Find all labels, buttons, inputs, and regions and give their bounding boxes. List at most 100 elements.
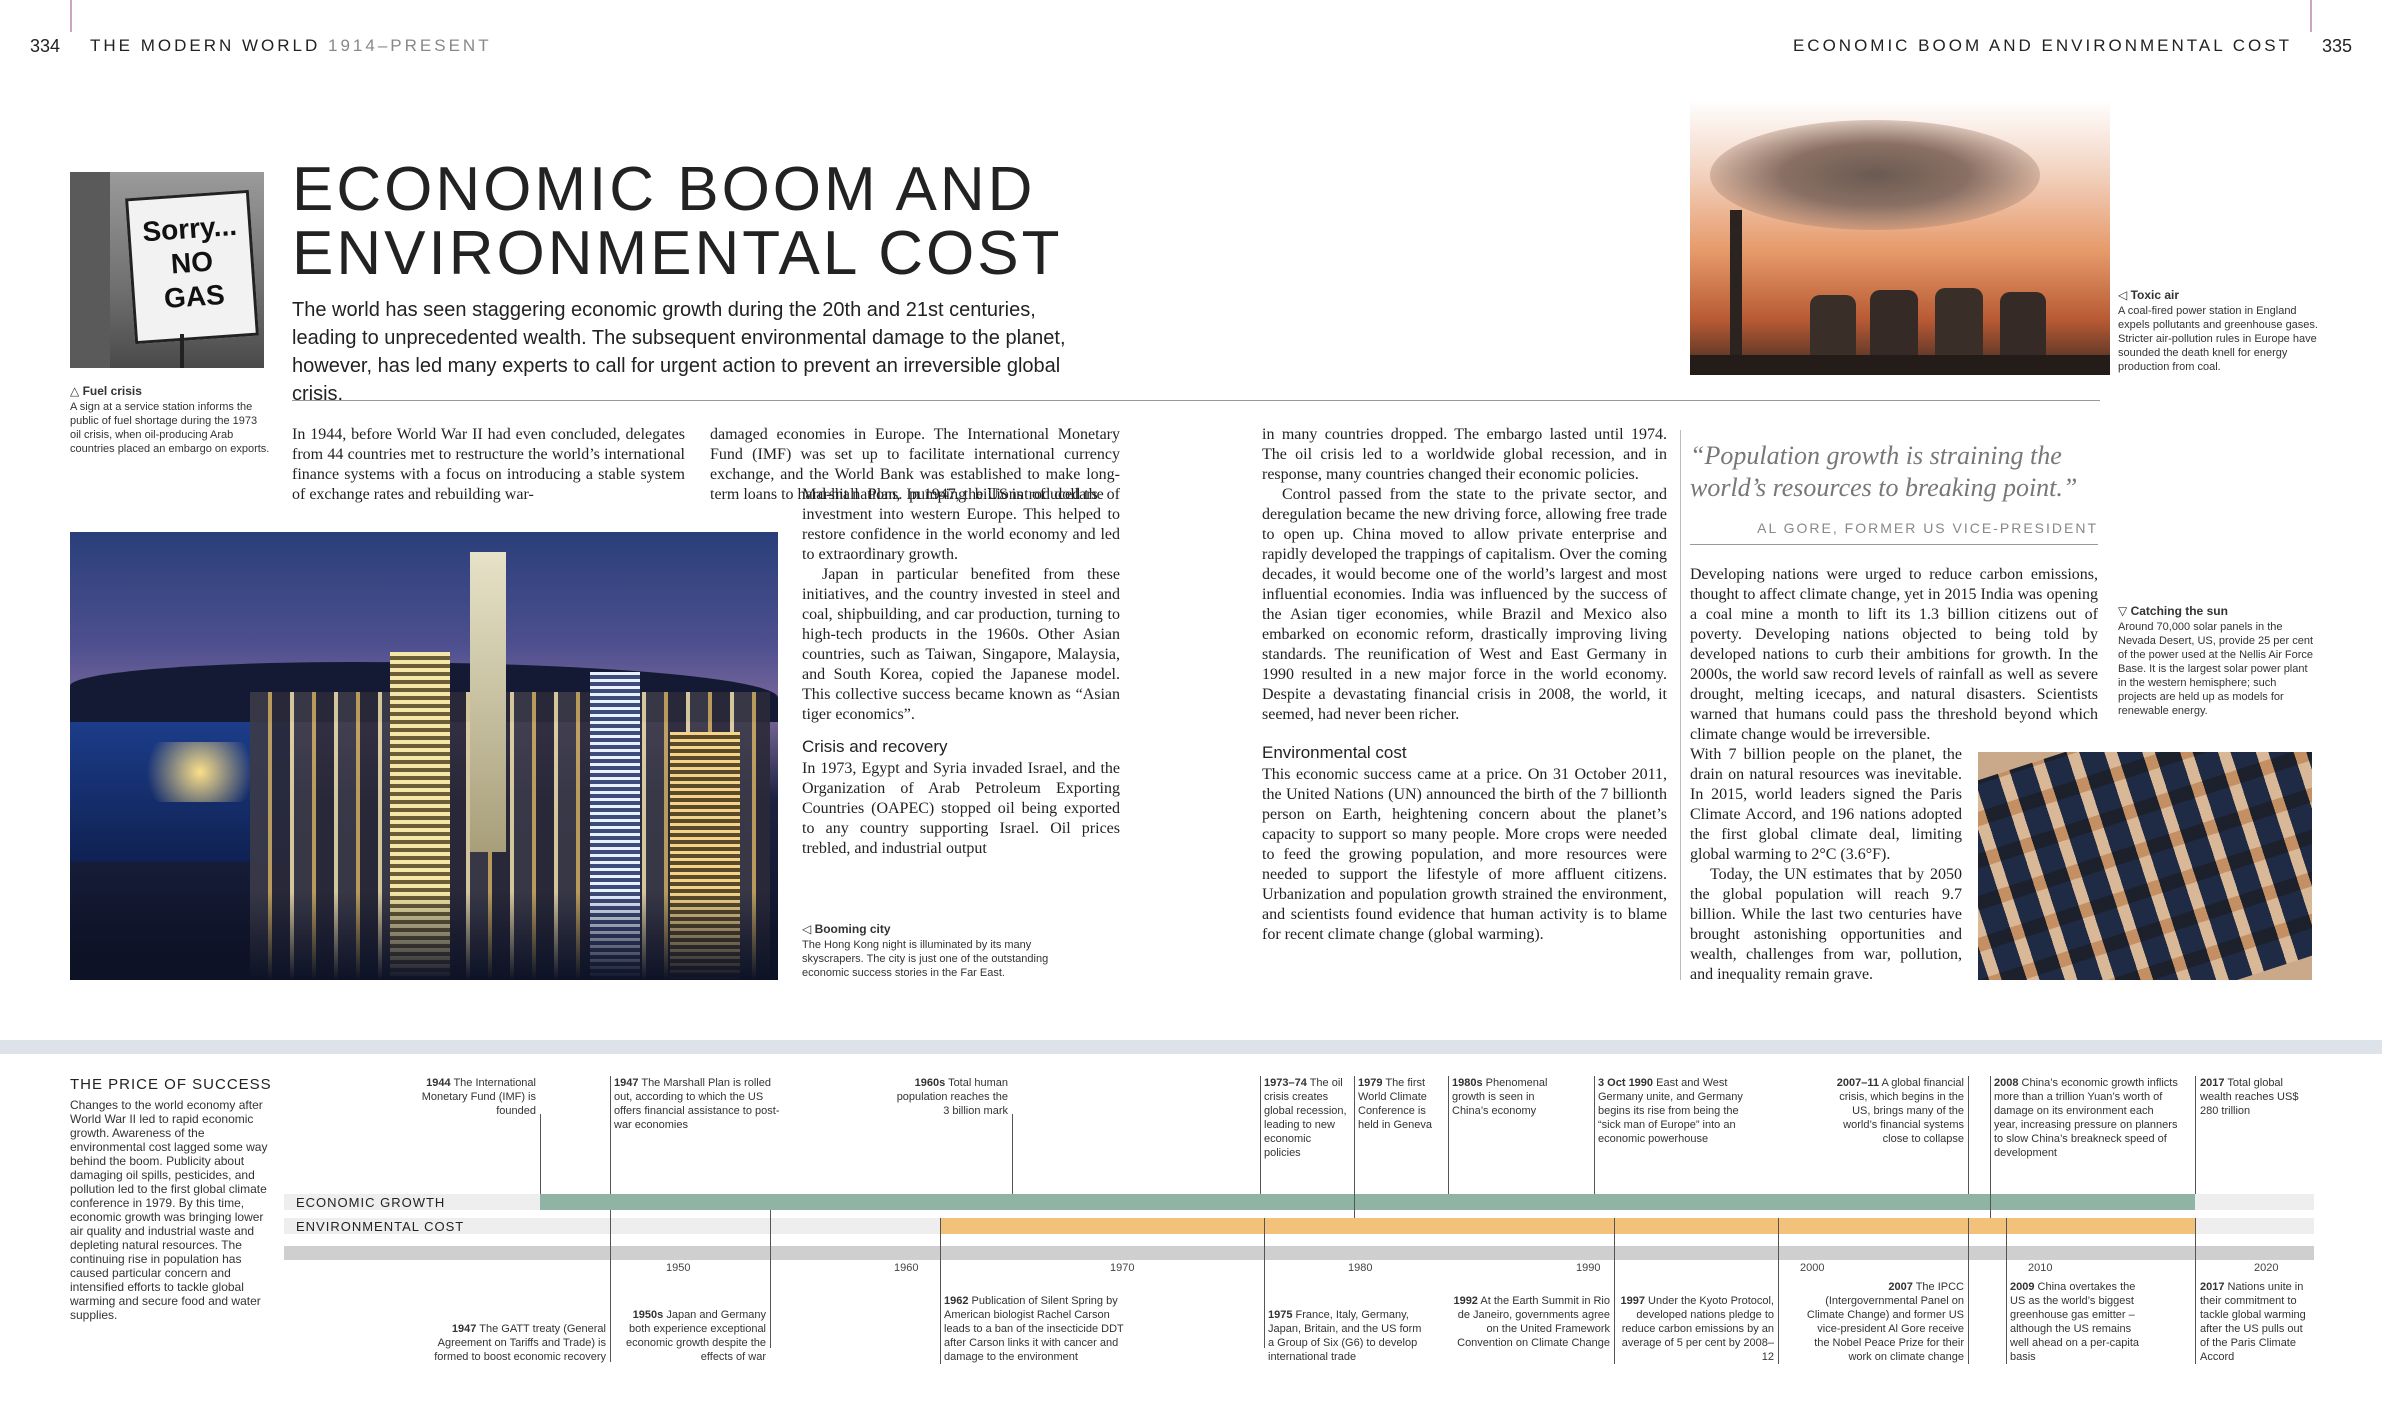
toxic-caption-text: A coal-fired power station in England ex… — [2118, 305, 2318, 373]
timeline-event-2017-top: 2017 Total global wealth reaches US$ 280… — [2200, 1076, 2300, 1118]
event-year: 2007–11 — [1836, 1077, 1879, 1089]
body-column-4-text-a: Developing nations were urged to reduce … — [1690, 566, 2098, 743]
economic-growth-label: ECONOMIC GROWTH — [296, 1195, 446, 1210]
event-text: Phenomenal growth is seen in China’s eco… — [1452, 1077, 1548, 1117]
fuel-crisis-photo: Sorry... NO GAS — [70, 172, 264, 368]
connector-1992 — [1614, 1218, 1615, 1364]
tick-1970: 1970 — [1110, 1262, 1135, 1274]
fuel-caption-text: A sign at a service station informs the … — [70, 401, 270, 455]
connector-1947-gatt — [610, 1210, 611, 1362]
connector-1960s — [1012, 1114, 1013, 1194]
body-column-1-text: In 1944, before World War II had even co… — [292, 426, 685, 503]
event-text: France, Italy, Germany, Japan, Britain, … — [1268, 1309, 1422, 1363]
hong-kong-photo — [70, 532, 778, 980]
timeline-event-1975: 1975 France, Italy, Germany, Japan, Brit… — [1268, 1308, 1428, 1364]
timeline-event-2008: 2008 China’s economic growth inflicts mo… — [1994, 1076, 2180, 1160]
connector-1944 — [540, 1114, 541, 1194]
event-year: 2008 — [1994, 1077, 2019, 1089]
body-column-3: in many countries dropped. The embargo l… — [1262, 425, 1667, 945]
event-text: The first World Climate Conference is he… — [1358, 1077, 1432, 1131]
connector-1975 — [1264, 1218, 1265, 1348]
page-title: ECONOMIC BOOM AND ENVIRONMENTAL COST — [292, 158, 1063, 286]
timeline-axis — [284, 1246, 2314, 1260]
timeline-event-1992: 1992 At the Earth Summit in Rio de Janei… — [1452, 1294, 1610, 1350]
body-column-2-text-b: Marshall Plan, pumping billions of dolla… — [802, 486, 1120, 563]
body-column-2-text-a: damaged economies in Europe. The Interna… — [710, 426, 1120, 503]
event-year: 1997 — [1620, 1295, 1645, 1307]
economic-growth-bar — [540, 1194, 2195, 1210]
timeline-event-1950s: 1950s Japan and Germany both experience … — [620, 1308, 766, 1364]
header-divider-right — [2310, 0, 2312, 32]
timeline-right-track — [2195, 1194, 2314, 1210]
tick-1960: 1960 — [894, 1262, 919, 1274]
booming-caption-text: The Hong Kong night is illuminated by it… — [802, 939, 1049, 979]
event-year: 1944 — [426, 1077, 451, 1089]
timeline-event-1979: 1979 The first World Climate Conference … — [1358, 1076, 1432, 1132]
event-text: China’s economic growth inflicts more th… — [1994, 1077, 2178, 1159]
environmental-cost-label: ENVIRONMENTAL COST — [296, 1219, 465, 1234]
timeline-event-1944: 1944 The International Monetary Fund (IM… — [400, 1076, 536, 1118]
event-text: Total global wealth reaches US$ 280 tril… — [2200, 1077, 2299, 1117]
body-column-3-text-b: Control passed from the state to the pri… — [1262, 486, 1667, 723]
connector-1950s — [770, 1210, 771, 1348]
event-year: 1947 — [614, 1077, 639, 1089]
connector-1962 — [940, 1218, 941, 1364]
timeline-event-1997: 1997 Under the Kyoto Protocol, developed… — [1612, 1294, 1774, 1364]
connector-2017-bottom — [2195, 1218, 2196, 1364]
event-text: Under the Kyoto Protocol, developed nati… — [1621, 1295, 1774, 1363]
event-text: The IPCC (Intergovernmental Panel on Cli… — [1806, 1281, 1964, 1363]
timeline-event-2009: 2009 China overtakes the US as the world… — [2010, 1280, 2140, 1364]
body-column-4-text-b: With 7 billion people on the planet, the… — [1690, 746, 1962, 863]
connector-2007 — [1968, 1076, 1969, 1194]
event-year: 2007 — [1888, 1281, 1913, 1293]
timeline-event-2017-bottom: 2017 Nations unite in their commitment t… — [2200, 1280, 2312, 1364]
timeline-event-1947-gatt: 1947 The GATT treaty (General Agreement … — [420, 1322, 606, 1364]
tick-1950: 1950 — [666, 1262, 691, 1274]
connector-2008 — [1990, 1076, 1991, 1218]
triangle-left-icon: ◁ — [802, 922, 815, 936]
connector-1979 — [1354, 1076, 1355, 1218]
page-number-right: 335 — [2321, 36, 2352, 56]
event-text: Publication of Silent Spring by American… — [944, 1295, 1124, 1363]
event-year: 1960s — [914, 1077, 946, 1089]
timeline-side-text: Changes to the world economy after World… — [70, 1098, 268, 1322]
running-head-right: ECONOMIC BOOM AND ENVIRONMENTAL COST — [1792, 36, 2292, 55]
running-head-left-title: THE MODERN WORLD — [90, 36, 321, 55]
sun-caption-text: Around 70,000 solar panels in the Nevada… — [2118, 621, 2314, 717]
event-year: 2017 — [2200, 1077, 2225, 1089]
event-year: 1979 — [1358, 1077, 1383, 1089]
toxic-caption-title: Toxic air — [2130, 288, 2180, 302]
tick-2010: 2010 — [2028, 1262, 2053, 1274]
pull-quote: “Population growth is straining the worl… — [1690, 441, 2078, 502]
fuel-caption-title: Fuel crisis — [82, 384, 142, 398]
booming-city-caption: ◁ Booming city The Hong Kong night is il… — [802, 922, 1072, 980]
sun-caption-title: Catching the sun — [2130, 604, 2228, 618]
body-column-4: Developing nations were urged to reduce … — [1690, 565, 2098, 745]
timeline-event-2007: 2007 The IPCC (Intergovernmental Panel o… — [1800, 1280, 1964, 1364]
tick-2020: 2020 — [2254, 1262, 2279, 1274]
event-year: 1950s — [632, 1309, 664, 1321]
event-text: East and West Germany unite, and Germany… — [1598, 1077, 1743, 1145]
solar-panels-photo — [1978, 752, 2312, 980]
event-year: 2009 — [2010, 1281, 2035, 1293]
pull-quote-attribution: AL GORE, FORMER US VICE-PRESIDENT — [1757, 520, 2098, 536]
header-divider-left — [70, 0, 72, 32]
timeline-event-1973-74: 1973–74 The oil crisis creates global re… — [1264, 1076, 1348, 1160]
environmental-subheading: Environmental cost — [1262, 743, 1407, 762]
timeline-event-1960s: 1960s Total human population reaches the… — [890, 1076, 1008, 1118]
body-column-3-text-a: in many countries dropped. The embargo l… — [1262, 426, 1667, 483]
fuel-sign-text: Sorry... NO GAS — [141, 209, 238, 314]
catching-sun-caption: ▽ Catching the sun Around 70,000 solar p… — [2118, 604, 2314, 718]
body-column-2: Marshall Plan, pumping billions of dolla… — [802, 485, 1120, 859]
intro-rule — [292, 400, 2100, 401]
event-text: The Marshall Plan is rolled out, accordi… — [614, 1077, 780, 1131]
body-column-4-narrow: With 7 billion people on the planet, the… — [1690, 745, 1962, 985]
connector-1973 — [1260, 1076, 1261, 1194]
column-4-divider — [1680, 430, 1681, 980]
running-head-left: THE MODERN WORLD 1914–PRESENT — [90, 36, 492, 56]
connector-2007-bottom — [1968, 1218, 1969, 1364]
fuel-crisis-caption: △ Fuel crisis A sign at a service statio… — [70, 384, 270, 456]
body-column-2-top: damaged economies in Europe. The Interna… — [710, 425, 1120, 505]
toxic-air-photo — [1690, 100, 2110, 375]
connector-1990 — [1594, 1076, 1595, 1194]
